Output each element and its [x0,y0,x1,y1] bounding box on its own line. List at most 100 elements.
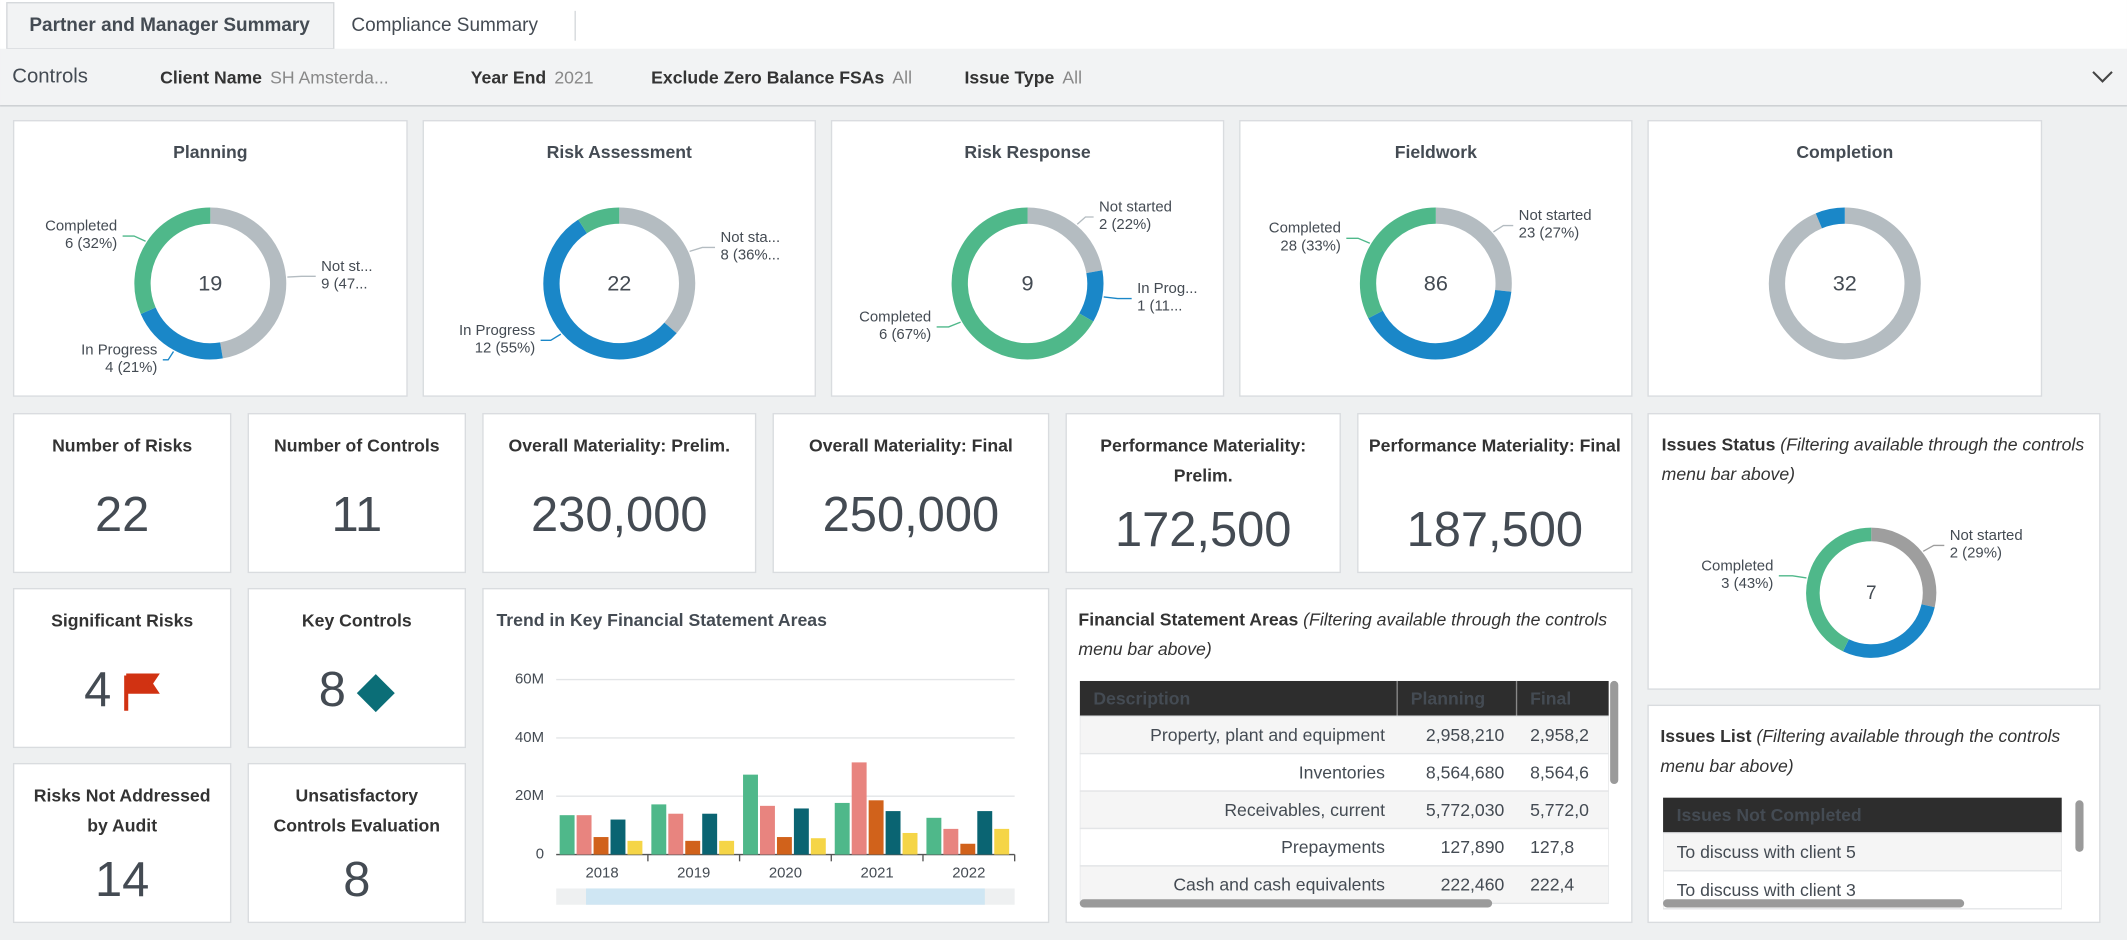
y-tick-label: 40M [515,729,544,746]
tab[interactable]: Compliance Summary [351,15,538,36]
segment-label: Not started [1099,198,1172,215]
table-cell: Receivables, current [1224,800,1385,820]
title-block: Overall Materiality: Prelim. [494,431,745,461]
title: Overall Materiality: Prelim. [509,435,730,455]
segment-label: Not started [1519,207,1592,224]
segment-value-label: 2 (22%) [1099,216,1151,233]
bar [577,815,592,854]
chart-title: Trend in Key Financial Statement Areas [497,610,828,630]
title: Number of Risks [52,435,192,455]
chart-title: Completion [1796,142,1893,162]
x-tick-label: 2022 [952,864,985,881]
segment-label: Completed [45,217,117,234]
card-title: Risks Not Addressed by Audit [24,781,219,849]
segment-value-label: 23 (27%) [1519,225,1580,242]
bar [594,837,609,854]
title-block: Issues Status (Filtering available throu… [1662,430,2087,490]
bar [777,837,792,854]
bar [685,841,700,855]
chart-title: Risk Assessment [547,142,692,162]
controls-title[interactable]: Controls [12,66,88,88]
title: Unsatisfactory Controls Evaluation [274,785,441,835]
card-title: Key Controls [259,606,454,674]
segment-value-label: 6 (32%) [65,235,117,252]
column-header: Description [1093,689,1190,709]
filter-value: SH Amsterda... [270,67,389,87]
title-block: Overall Materiality: Final [784,431,1038,461]
bar [668,814,683,855]
bar [903,833,918,855]
segment-label: In Progress [459,322,535,339]
bar [835,803,850,855]
x-tick-label: 2018 [585,864,618,881]
filter[interactable]: Client Name SH Amsterda... [160,67,389,87]
vertical-scrollbar[interactable] [2075,800,2083,852]
table-cell: 8,564,6 [1530,762,1589,782]
filter[interactable]: Year End2021 [471,67,594,87]
donut-total: 7 [1866,583,1877,604]
table-cell: To discuss with client 5 [1677,842,1856,862]
donut-total: 19 [198,271,222,296]
kpi-value: 4 [84,663,111,717]
table-cell: 222,4 [1530,875,1574,895]
segment-label: Completed [1269,220,1341,237]
card-title: Unsatisfactory Controls Evaluation [259,781,454,849]
table-cell: 5,772,030 [1426,800,1505,820]
column-header: Planning [1411,689,1485,709]
title-block: Financial Statement Areas (Filtering ava… [1078,605,1616,665]
table-cell: Cash and cash equivalents [1173,875,1385,895]
card-title: Issues List (Filtering available through… [1660,722,2085,790]
segment-label: Not st... [321,258,372,275]
kpi-value: 187,500 [1407,503,1584,557]
donut-total: 86 [1424,271,1448,296]
donut-segment [1086,272,1095,318]
donut-total: 22 [607,271,631,296]
segment-label: Completed [1701,557,1773,574]
card-title: Issues Status (Filtering available throu… [1662,430,2087,498]
segment-value-label: 6 (67%) [879,326,931,343]
segment-label: Completed [859,308,931,325]
kpi-value: 230,000 [531,488,708,542]
filter-label: Client Name [160,67,262,87]
bar [811,838,826,854]
chart-title: Fieldwork [1395,142,1477,162]
table: Issues Not Completed To discuss with clie… [1663,798,2062,909]
horizontal-scrollbar[interactable] [1080,899,1492,907]
bar [943,829,958,855]
segment-value-label: 8 (36%... [720,247,780,264]
bar [886,811,901,854]
x-tick-label: 2019 [677,864,710,881]
bar [743,775,758,855]
bar [611,820,626,855]
column-header: Issues Not Completed [1677,805,1862,825]
bar [560,815,575,854]
bar [760,806,775,855]
filter[interactable]: Issue TypeAll [964,67,1082,87]
x-tick-label: 2021 [861,864,894,881]
y-tick-label: 20M [515,787,544,804]
leader-line [287,276,315,277]
horizontal-scrollbar[interactable] [1663,899,1964,907]
filter[interactable]: Exclude Zero Balance FSAsAll [651,67,912,87]
filter-value: All [1062,67,1082,87]
card-title: Performance Materiality: Prelim. [1077,431,1329,499]
table-cell: 5,772,0 [1530,800,1589,820]
table-cell: To discuss with client 3 [1677,880,1856,900]
tab[interactable]: Partner and Manager Summary [29,15,310,36]
title-block: Performance Materiality: Final [1369,431,1621,461]
table-cell: Prepayments [1281,837,1385,857]
vertical-scrollbar[interactable] [1610,681,1618,784]
segment-value-label: 9 (47... [321,275,367,292]
kpi-value: 250,000 [823,488,1000,542]
segment-label: In Progress [81,341,157,358]
filter-value: 2021 [554,67,593,87]
title: Significant Risks [51,610,193,630]
range-slider-handle[interactable] [586,888,985,904]
y-tick-label: 0 [536,845,544,862]
kpi-value: 14 [95,853,149,907]
table-cell: 222,460 [1441,875,1505,895]
kpi-value: 8 [319,663,346,717]
segment-value-label: 28 (33%) [1280,237,1341,254]
